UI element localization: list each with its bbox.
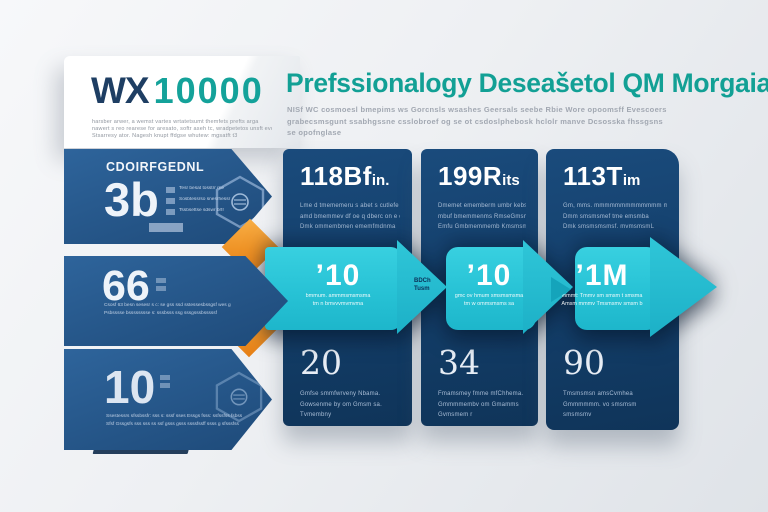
- page-subtitle-line: grabecsmsgunt ssabhgssne csslobroef og s…: [287, 116, 663, 126]
- left-arrow-box-10: 10 Ssestessrs sfssbssfr: sss s: sssf sse…: [64, 349, 272, 450]
- stat-description-line: Fmamsmey fmme mfChhema.: [438, 391, 524, 397]
- box-detail-text: Csosf 63 besn sesesr s c: se gss ssd sst…: [104, 303, 231, 308]
- box-detail-row: Tesr besat tosstrr rne: [166, 186, 254, 193]
- brand-description: harsber arwer, a wemst vartes wrtatetsum…: [92, 119, 272, 140]
- brand-description-line: harsber arwer, a wemst vartes wrtatetsum…: [92, 119, 259, 125]
- stat-description-line: Dmm smsmsmef tme emsmba: [563, 213, 649, 220]
- stat-description-line: Gowsenme by om Gmsm sa.: [300, 401, 382, 408]
- box-detail-text: Ssestessrs sfssbssfr: sss s: sssf sses E…: [106, 414, 243, 419]
- brand-description-line: Stsarresy ator. Nagesh knupt ffdgse whut…: [92, 133, 238, 139]
- stat-bottom-value: 34: [438, 343, 480, 382]
- left-arrow-box-66: 66 Csosf 63 besn sesesr s c: se gss ssd …: [64, 256, 288, 346]
- stat-column-2: 199Rits Dmemet ememberm umbr kebsbm's wa…: [421, 149, 538, 426]
- hexagon-emblem-icon: [215, 175, 265, 229]
- stat-description-line: Gvmsmem r: [438, 412, 473, 418]
- stat-description-line: Gm, mms. mmmmmmmmmmmmm mmf: [563, 203, 667, 209]
- stat-description-line: Gmmmmmm. vo smsmsm: [563, 401, 637, 408]
- box-detail-row: Sosbtessrso snesrhessr: [166, 197, 254, 204]
- box-detail-text: Tssbsettse sdswr brfr: [179, 208, 225, 213]
- stat-description-line: smsmsmv: [563, 412, 592, 418]
- bullet-chip-icon: [166, 187, 175, 193]
- stat-description-line: Tmsmsmsn amsCvmhea: [563, 391, 633, 397]
- box-detail-text: Psbsssse bsssssssse s: sssbsss ssg sssgs…: [104, 310, 218, 316]
- stat-description-line: Gmfse smmfwrveny Nbama.: [300, 391, 381, 397]
- stat-description-line: Dmemet ememberm umbr kebsbm's wace mem: [438, 203, 526, 209]
- page-subtitle: NISf WC cosmoesl bmepims ws Gorcnsls wsa…: [287, 104, 707, 139]
- stat-top-value: 199Rits: [438, 163, 520, 189]
- stat-top-value-suffix: im: [622, 172, 641, 189]
- stat-bottom-description: Fmamsmey fmme mfChhema. Gmmmmembv om Gma…: [438, 389, 526, 421]
- stat-description-line: Emfu Gmbmemmemb Kmsmsmsms: [438, 224, 526, 230]
- stat-description-line: mbuf bmemmenms RmseGmsmsmsb.: [438, 213, 526, 220]
- box-detail-lines: Ssestessrs sfssbssfr: sss s: sssf sses E…: [106, 413, 256, 428]
- stat-top-value-main: 199R: [438, 161, 503, 191]
- stat-description-line: Tvmembny: [300, 412, 332, 418]
- stat-description-line: Gmmmmembv om Gmamms: [438, 401, 519, 408]
- stat-bottom-description: Gmfse smmfwrveny Nbama. Gowsenme by om G…: [300, 389, 400, 421]
- stat-description-line: Lme d tmememeru s abet s cutlefe mand so…: [300, 203, 400, 209]
- stat-top-description: Lme d tmememeru s abet s cutlefe mand so…: [300, 201, 400, 233]
- brand-number: 10000: [153, 70, 264, 111]
- stat-column-1: 118Bfin. Lme d tmememeru s abet s cutlef…: [283, 149, 412, 426]
- left-arrow-box-configuration: CDOIRFGEDNL 3b Tesr besat tosstrr rne So…: [64, 149, 272, 244]
- page-subtitle-line: se opofnglase: [287, 128, 342, 137]
- value-ticks-icon: [160, 375, 170, 388]
- brand-card: WX 10000 harsber arwer, a wemst vartes wr…: [64, 56, 300, 148]
- stat-top-value-main: 113T: [563, 161, 623, 191]
- brand-description-line: nawert s reo rearese for aresato, softr …: [92, 126, 272, 132]
- brand-name: WX: [91, 70, 150, 111]
- value-ticks-icon: [156, 278, 166, 291]
- stat-bottom-value: 90: [563, 343, 605, 382]
- box-detail-row: Tssbsettse sdswr brfr: [166, 208, 254, 215]
- box-detail-rows: Tesr besat tosstrr rne Sosbtessrso snesr…: [166, 186, 254, 219]
- stat-top-value-main: 118Bf: [300, 161, 372, 191]
- brand-title: WX 10000: [91, 70, 264, 112]
- stat-description-line: Dmk smsmsmsmsf. mvmsmsmL: [563, 224, 655, 230]
- stat-bottom-value: 20: [300, 343, 342, 382]
- stat-description-line: Dmk ommembmen ememfmdnma: [300, 224, 396, 230]
- bullet-chip-icon: [166, 198, 175, 204]
- stat-top-value: 113Tim: [563, 163, 640, 189]
- stat-top-value-suffix: its: [502, 172, 520, 189]
- box-detail-text: Tesr besat tosstrr rne: [179, 186, 225, 191]
- stat-top-value-suffix: in.: [371, 172, 390, 189]
- box-detail-lines: Csosf 63 besn sesesr s c: se gss ssd sst…: [104, 302, 272, 317]
- stat-bottom-description: Tmsmsmsn amsCvmhea Gmmmmmm. vo smsmsm sm…: [563, 389, 667, 421]
- bullet-chip-icon: [166, 209, 175, 215]
- page-subtitle-line: NISf WC cosmoesl bmepims ws Gorcnsls wsa…: [287, 105, 667, 114]
- stat-description-line: amd bmemmev df oe q dberc on e q dmemba: [300, 213, 400, 220]
- label-chip-icon: [149, 223, 183, 232]
- stat-top-value: 118Bfin.: [300, 163, 389, 189]
- box-detail-text: Sfsf Gssgsfs sss sss ss ssf gsss gsss ss…: [106, 421, 239, 427]
- hexagon-emblem-icon: [215, 371, 263, 423]
- box-value: 3b: [104, 173, 159, 226]
- stat-top-description: Dmemet ememberm umbr kebsbm's wace mem m…: [438, 201, 526, 233]
- page-title: Prefssionalogy Deseašetol QM Morgaiars: [286, 68, 768, 98]
- box-value: 10: [104, 361, 156, 413]
- box-label: CDOIRFGEDNL: [106, 160, 205, 174]
- stat-top-description: Gm, mms. mmmmmmmmmmmmm mmf Dmm smsmsmef …: [563, 201, 667, 233]
- box-detail-text: Sosbtessrso snesrhessr: [179, 197, 231, 202]
- stat-column-3: 113Tim Gm, mms. mmmmmmmmmmmmm mmf Dmm sm…: [546, 149, 679, 430]
- box-value: 66: [102, 262, 150, 310]
